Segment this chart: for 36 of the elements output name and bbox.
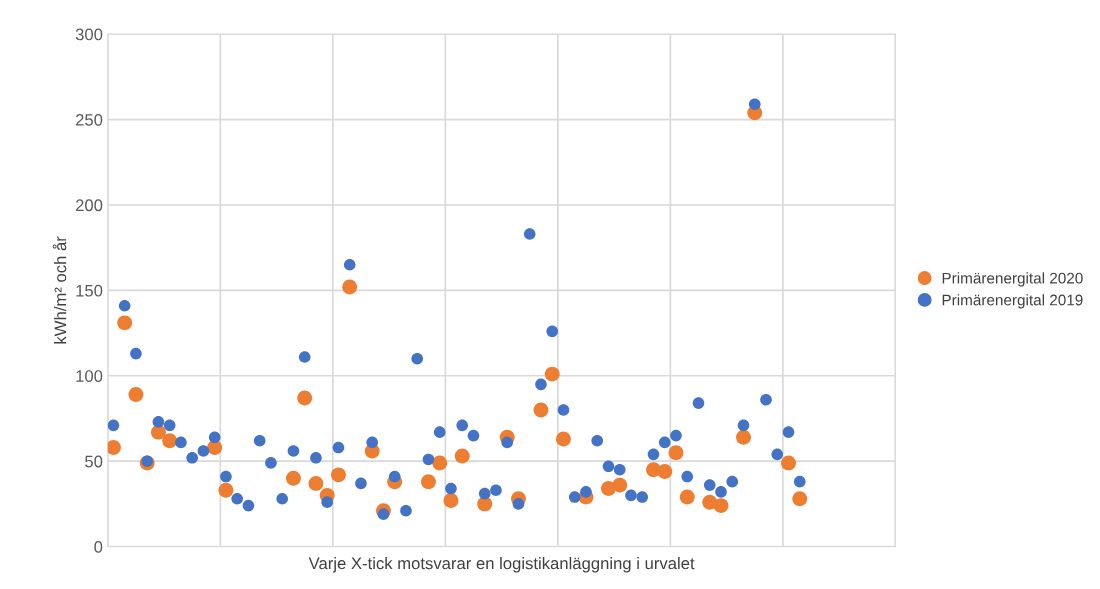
point [679,489,695,505]
point [286,470,301,486]
point [544,366,560,382]
legend-label: Primärenergital 2019 [942,294,1083,309]
legend-label: Primärenergital 2020 [942,272,1083,287]
x-axis-title: Varje X-tick motsvarar en logistikanläggning i urvalet [308,557,695,573]
point [533,402,549,418]
point [612,477,628,493]
point [117,315,133,331]
point [443,493,459,508]
point [432,455,448,471]
point [556,431,571,447]
point [162,433,178,449]
point [657,463,673,479]
y-tick-label: 200 [75,199,103,212]
y-tick-label: 0 [94,540,103,553]
point [454,448,470,464]
point [128,387,144,403]
point [781,455,796,471]
point [342,279,358,295]
y-tick-label: 300 [75,28,103,41]
point [736,429,751,445]
y-axis-title: kWh/m² och år [52,236,67,344]
point [107,440,121,455]
y-tick-label: 150 [76,284,103,297]
point [218,482,234,498]
y-tick-label: 100 [76,370,103,382]
point [308,475,324,491]
point [297,390,313,406]
point [331,467,346,483]
point [668,445,684,461]
y-tick-label: 50 [85,455,103,468]
point [713,498,729,514]
point [421,474,436,490]
y-tick-label: 250 [75,113,103,126]
point [792,491,808,507]
